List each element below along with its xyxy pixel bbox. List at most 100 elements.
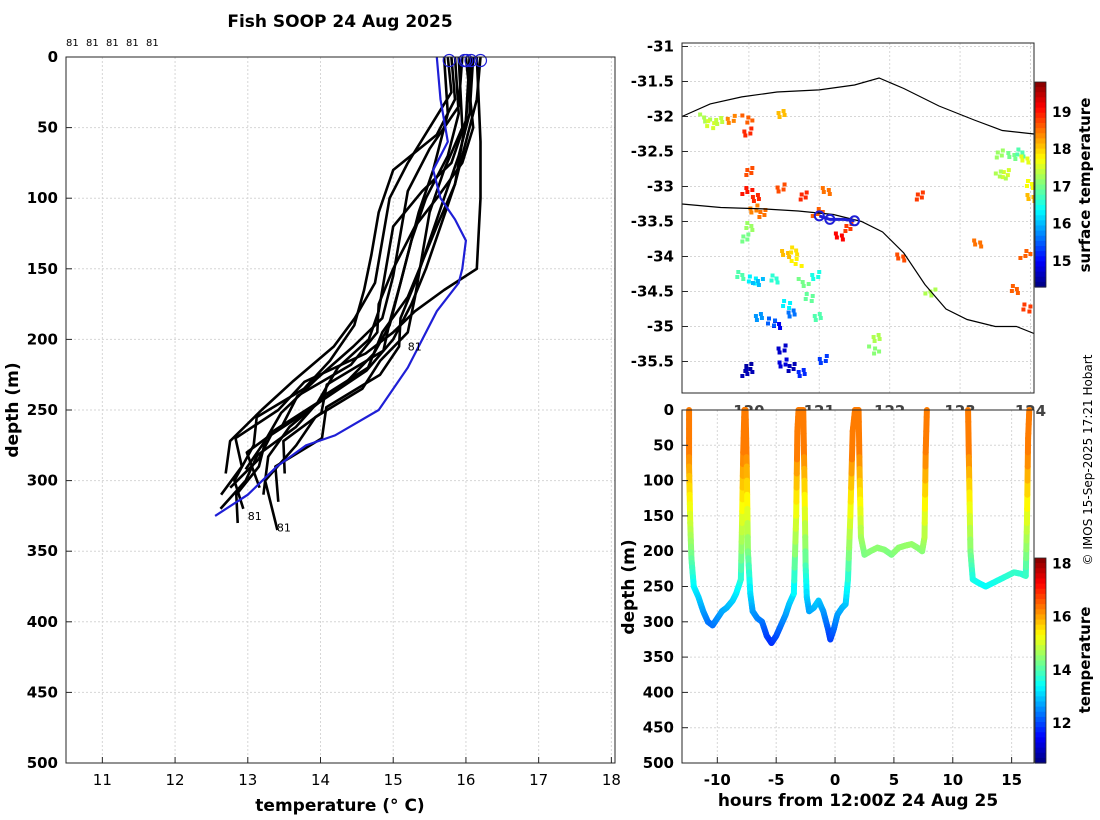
map-colorbar-cell: [1035, 179, 1046, 186]
map-sst-cell: [1021, 307, 1026, 312]
map-sst-cell: [732, 113, 737, 118]
section-colorbar-cell: [1035, 701, 1046, 708]
map-sst-cell: [751, 199, 756, 203]
map-sst-cell: [1013, 157, 1018, 161]
section-y-tick-label: 400: [643, 683, 674, 701]
map-sst-cell: [787, 364, 792, 368]
profile-labels: 81 81 81: [248, 341, 422, 535]
map-colorbar-cell: [1035, 133, 1046, 139]
map-y-ticks: -31 -31.5 -32 -32.5 -33 -33.5 -34 -34.5 -35 -35.5: [631, 38, 688, 371]
map-sst-cell: [817, 312, 822, 316]
map-sst-cell: [872, 339, 877, 343]
map-colorbar-cell: [1035, 225, 1046, 232]
map-sst-cell: [781, 304, 786, 308]
map-colorbar-cell: [1035, 220, 1046, 227]
map-sst-cell: [804, 292, 809, 296]
map-sst-cell: [758, 312, 763, 316]
map-sst-cell: [756, 283, 761, 287]
map-sst-cell: [740, 273, 745, 277]
profile-y-tick-label: 450: [27, 683, 58, 701]
map-sst-cell: [748, 131, 753, 136]
map-sst-cell: [781, 109, 786, 113]
section-colorbar-cell: [1035, 568, 1046, 574]
map-sst-cell: [896, 256, 901, 261]
map-colorbar-cell: [1035, 235, 1046, 242]
map-y-tick-label: -34: [647, 248, 674, 266]
map-sst-cell: [742, 129, 747, 134]
map-sst-cell: [792, 362, 797, 366]
map-sst-cell: [786, 310, 791, 315]
map-colorbar-cell: [1035, 240, 1046, 247]
map-colorbar-cell: [1035, 174, 1046, 180]
map-sst-cell: [895, 252, 900, 257]
map-sst-cell: [749, 171, 754, 175]
profile-x-tick-label: 17: [529, 771, 548, 789]
map-sst-cell: [1027, 309, 1032, 314]
map-sst-cell: [770, 273, 775, 278]
map-sst-cell: [818, 316, 823, 320]
map-sst-cell: [1020, 150, 1025, 155]
section-colorbar-cell: [1035, 650, 1046, 656]
map-sst-cell: [782, 299, 787, 303]
map-track-marker: [848, 215, 860, 227]
section-colorbar-cell: [1035, 737, 1046, 744]
map-ship-track: [813, 210, 860, 227]
map-sst-cell: [725, 116, 730, 121]
map-sst-cell: [797, 374, 802, 378]
map-sst-cell: [915, 192, 920, 197]
section-x-ticks: -10 -5 0 5 10 15: [704, 757, 1022, 789]
map-sst-cell: [801, 284, 806, 288]
map-y-tick-label: -33: [647, 178, 674, 196]
map-sst-cell: [744, 226, 749, 230]
map-sst-cell: [1020, 158, 1025, 163]
section-colorbar-cell: [1035, 727, 1046, 733]
map-colorbar-cell: [1035, 281, 1046, 288]
map-sst-cell: [750, 281, 755, 285]
section-colorbar-cell: [1035, 752, 1046, 759]
map-sst-cell: [802, 372, 807, 376]
map-sst-cell: [798, 197, 803, 202]
section-colorbar-cell: [1035, 619, 1046, 626]
map-colorbar-label: surface temperature: [1076, 98, 1094, 273]
map-sst-cell: [810, 294, 815, 298]
map-colorbar-cell: [1035, 230, 1046, 237]
section-colorbar-cell: [1035, 588, 1046, 595]
map-sst-cell: [777, 322, 782, 326]
map-sst-cell: [731, 118, 736, 123]
map-sst-cell: [744, 364, 749, 368]
map-colorbar-cell: [1035, 92, 1046, 98]
map-sst-cell: [787, 255, 792, 259]
map-sst-cell: [789, 259, 794, 263]
map-sst-cell: [1019, 154, 1024, 159]
map-colorbar-cell: [1035, 205, 1046, 211]
map-sst-cell: [745, 237, 750, 242]
map-sst-cell: [740, 113, 745, 118]
map-sst-cell: [743, 133, 748, 138]
map-sst-cell: [750, 195, 755, 199]
map-sst-cell: [769, 278, 774, 283]
map-sst-cell: [750, 228, 755, 232]
section-colorbar-cell: [1035, 558, 1046, 564]
map-sst-cell: [775, 185, 780, 190]
map-sst-cell: [776, 189, 781, 194]
map-sst-cell: [993, 171, 998, 176]
profile-reference-line: [214, 56, 468, 517]
map-sst-cell: [766, 321, 770, 326]
map-sst-cell: [777, 350, 782, 355]
map-sst-cell: [782, 113, 787, 117]
map-chart: -31 -31.5 -32 -32.5 -33 -33.5 -34 -34.5 -35 -35.5…: [631, 38, 1094, 421]
profile-line-10: [224, 56, 453, 474]
profile-y-tick-label: 200: [27, 330, 58, 348]
map-sst-cell: [759, 316, 764, 320]
map-colorbar-tick-label: 18: [1052, 142, 1071, 158]
section-colorbar-cell: [1035, 655, 1046, 662]
section-x-tick-label: -10: [704, 771, 731, 789]
section-colorbar-cell: [1035, 711, 1046, 718]
map-sst-cell: [757, 215, 762, 219]
map-sst-cell: [812, 314, 817, 318]
section-colorbar-frame: [1034, 557, 1047, 764]
map-sst-cell: [744, 368, 749, 372]
map-sst-cell: [923, 291, 928, 296]
profile-y-ticks: 0 50 100 150 200 250 300 350 400 450 500: [27, 48, 72, 772]
section-colorbar-cell: [1035, 691, 1046, 697]
